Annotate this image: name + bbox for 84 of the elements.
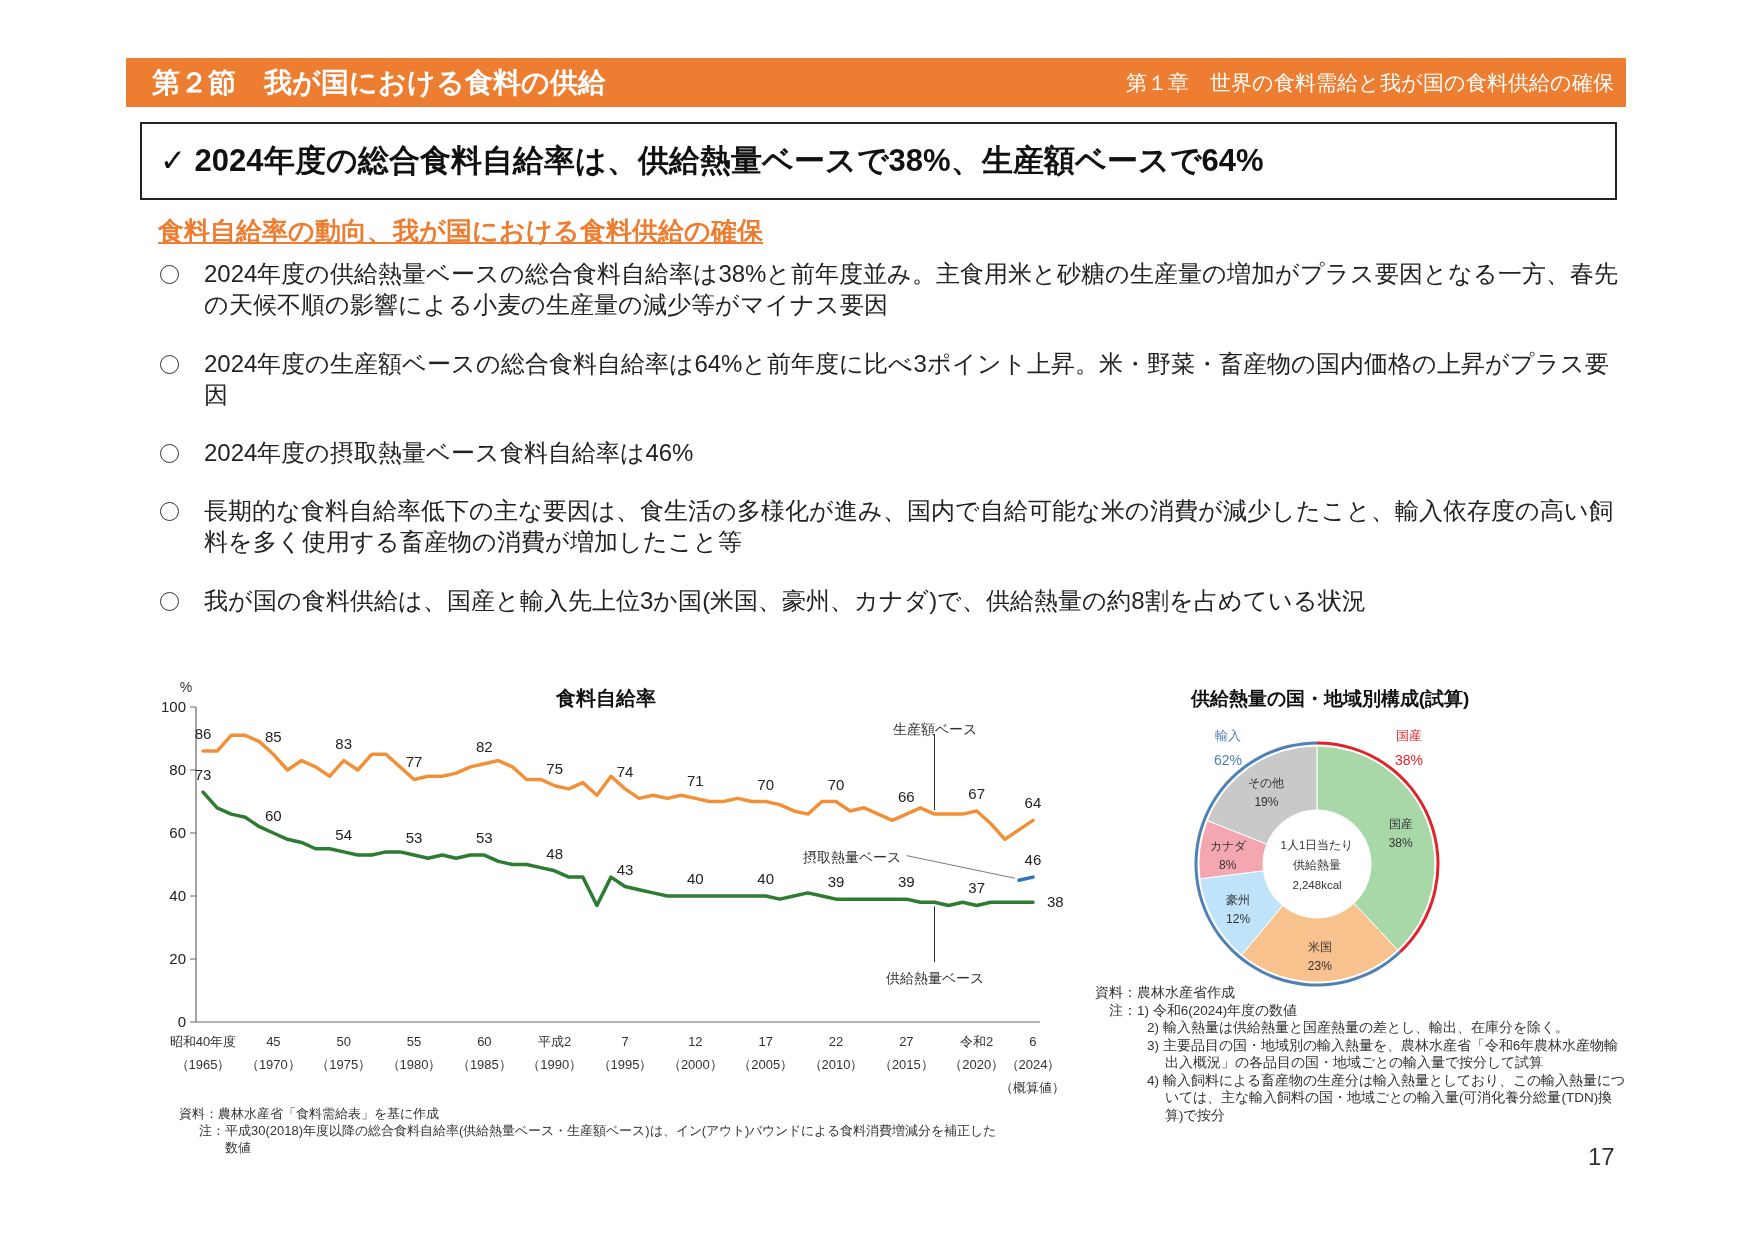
chart-title: 食料自給率 (555, 687, 656, 709)
slice-label: カナダ (1209, 838, 1247, 853)
text: 注：1) 令和6(2024)年度の数値 (1108, 1001, 1299, 1019)
text: 2024年度の供給熱量ベースの総合食料自給率は38%と前年度並み。主食用米と砂糖の生産量の増加がプラス要因となる一方、春先の天候不順の影響による小麦の生産量の減少等がマイナス要因 (204, 259, 1620, 320)
data-label: 39 (898, 873, 915, 891)
data-label: 83 (335, 734, 353, 752)
text: 資料：農林水産省作成 (1095, 984, 1236, 1002)
x-tick-label: 昭和40年度（1965） (169, 1034, 237, 1072)
text: 資料：農林水産省「食料需給表」を基に作成 (179, 1105, 440, 1122)
data-label: 23% (1307, 958, 1333, 973)
slice-label: 国産 (1396, 728, 1422, 743)
x-tick-label: 17（2005） (738, 1034, 794, 1072)
text: 長期的な食料自給率低下の主な要因は、食生活の多様化が進み、国内で自給可能な米の消費が減少したこと、輸入依存度の高い飼料を多く使用する畜産物の消費が増加したこと等 (204, 496, 1614, 557)
data-label: 54 (335, 825, 353, 843)
text: 摂取熱量ベース (802, 848, 901, 865)
slice-label: 輸入 (1215, 728, 1241, 743)
y-tick-label: 0 (177, 1013, 186, 1030)
data-label: 53 (405, 829, 423, 847)
slice-label: 米国 (1307, 939, 1332, 954)
data-label: 38% (1388, 835, 1414, 850)
data-label: 19% (1254, 794, 1279, 809)
data-label: 86 (194, 725, 212, 743)
text: 2) 輸入熱量は供給熱量と国産熱量の差とし、輸出、在庫分を除く。 (1146, 1019, 1570, 1037)
x-tick-label: 50（1975） (316, 1034, 372, 1072)
data-label: 85 (265, 728, 282, 746)
text: 2024年度の摂取熱量ベース食料自給率は46% (204, 438, 695, 468)
text: 我が国の食料供給は、国産と輸入先上位3か国(米国、豪州、カナダ)で、供給熱量の約8割を占めている状況 (204, 586, 1367, 616)
data-label: 66 (898, 788, 915, 806)
slice-label: その他 (1248, 775, 1285, 790)
text: 注：平成30(2018)年度以降の総合食料自給率(供給熱量ベース・生産額ベース)は、イン(アウト)バウンドによる食料消費増減分を補正した数値 (198, 1122, 998, 1156)
data-label: 43 (616, 860, 634, 878)
text: 3) 主要品目の国・地域別の輸入熱量を、農林水産省「令和6年農林水産物輸出入概況」の各品目の国・地域ごとの輸入量で按分して試算 (1146, 1036, 1620, 1072)
y-tick-label: 20 (169, 950, 186, 967)
y-tick-label: 40 (169, 887, 186, 904)
data-label: 67 (968, 784, 986, 802)
y-tick-label: 60 (169, 824, 186, 841)
data-label: 71 (687, 772, 704, 790)
data-label: 62% (1213, 752, 1243, 768)
data-label: 38% (1394, 752, 1424, 768)
y-tick-label: 100 (160, 698, 186, 715)
x-tick-label: 60（1985） (456, 1034, 512, 1072)
data-label: 38 (1046, 893, 1064, 911)
data-label: 74 (616, 762, 634, 780)
data-label: 39 (827, 873, 845, 891)
x-tick-label: 12（2000） (667, 1034, 723, 1072)
y-axis-title: % (179, 679, 193, 695)
text: 第２節 我が国における食料の供給 (152, 66, 606, 100)
slice-label: 国産 (1388, 816, 1413, 831)
text: 2,248kcal (1292, 879, 1342, 891)
data-label: 77 (405, 753, 423, 771)
data-label: 46 (1024, 851, 1042, 869)
x-tick-label: 27（2015） (878, 1034, 934, 1072)
data-label: 53 (476, 829, 493, 847)
x-tick-label: 平成2（1990） (527, 1034, 583, 1072)
data-label: 60 (265, 807, 282, 824)
text: 1人1日当たり (1280, 839, 1354, 851)
data-label: 82 (476, 737, 493, 755)
x-tick-label: 22（2010） (808, 1034, 864, 1072)
x-tick-label: 45（1970） (245, 1034, 301, 1072)
data-label: 70 (827, 775, 845, 793)
text: 17 (1588, 1143, 1615, 1171)
x-tick-label: 7（1995） (597, 1034, 653, 1072)
data-label: 37 (968, 879, 986, 897)
data-label: 73 (194, 766, 212, 784)
data-label: 12% (1226, 912, 1251, 927)
text: 供給熱量ベース (885, 969, 984, 986)
data-label: 40 (757, 870, 775, 887)
text: 4) 輸入飼料による畜産物の生産分は輸入熱量としており、この輸入熱量については、主な輸入飼料の国・地域ごとの輸入量(可消化養分総量(TDN)換算)で按分 (1146, 1071, 1626, 1124)
text: 2024年度の生産額ベースの総合食料自給率は64%と前年度に比べ3ポイント上昇。米・野菜・畜産物の国内価格の上昇がプラス要因 (204, 349, 1610, 410)
y-tick-label: 80 (169, 761, 186, 778)
chart-title: 供給熱量の国・地域別構成(試算) (1189, 688, 1470, 709)
data-label: 40 (687, 870, 704, 887)
data-label: 8% (1219, 857, 1237, 872)
data-label: 75 (546, 759, 564, 777)
text: ✓ 2024年度の総合食料自給率は、供給熱量ベースで38%、生産額ベースで64% (140, 122, 1617, 200)
text: 生産額ベース (892, 721, 977, 738)
data-label: 64 (1024, 794, 1042, 812)
text: 食料自給率の動向、我が国における食料供給の確保 (158, 215, 763, 248)
text: 供給熱量 (1293, 859, 1341, 871)
slice-label: 豪州 (1226, 893, 1251, 908)
data-label: 70 (757, 775, 775, 793)
x-tick-label: 55（1980） (386, 1034, 442, 1072)
text: 第１章 世界の食料需給と我が国の食料供給の確保 (1126, 70, 1614, 96)
data-label: 48 (546, 844, 564, 862)
